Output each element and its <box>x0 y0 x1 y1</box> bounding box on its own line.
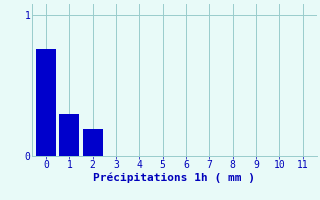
X-axis label: Précipitations 1h ( mm ): Précipitations 1h ( mm ) <box>93 173 255 183</box>
Bar <box>60 114 79 156</box>
Bar <box>83 129 103 156</box>
Bar <box>36 49 56 156</box>
